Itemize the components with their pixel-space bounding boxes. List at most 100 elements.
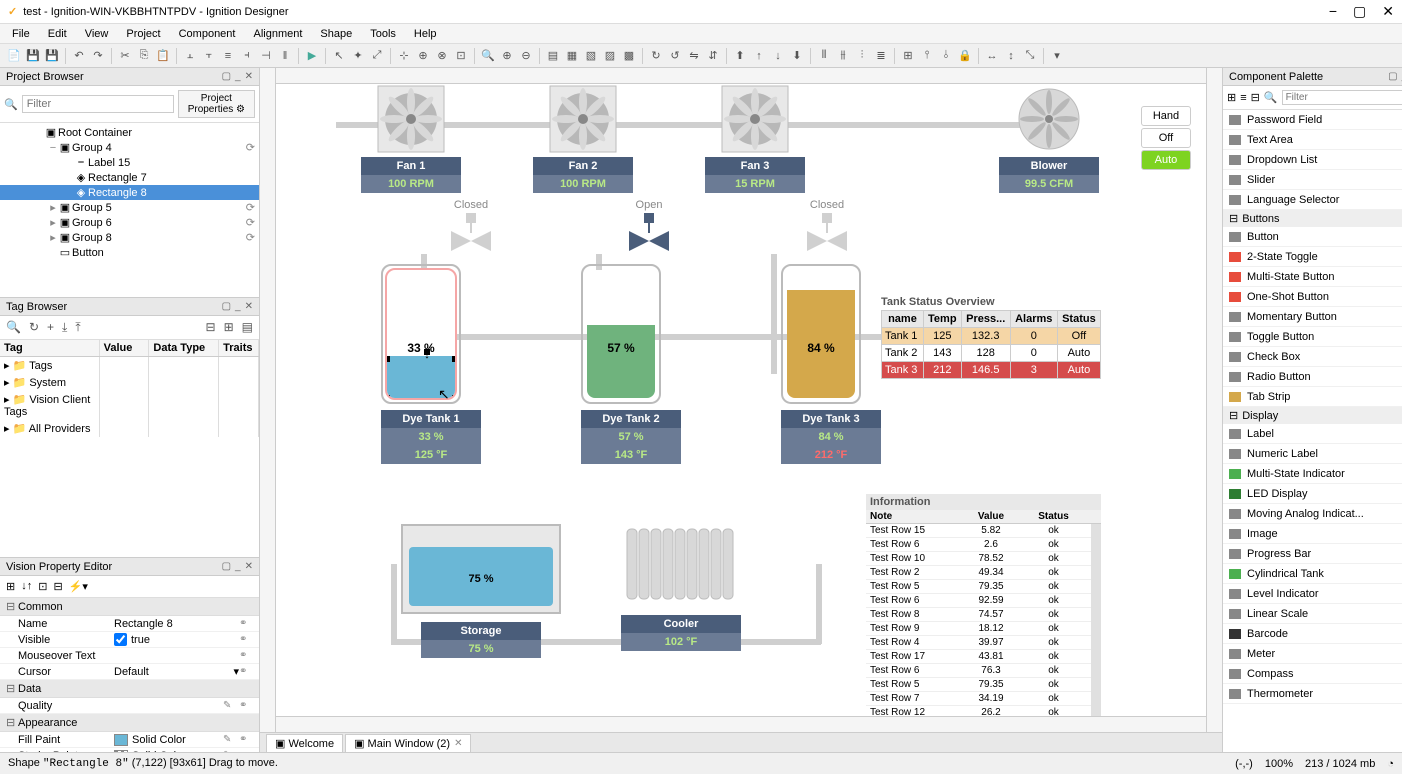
size-icon[interactable]: ↔ (984, 48, 1000, 64)
tree-row[interactable]: ▸ ▣ Group 5 ⟳ (0, 200, 259, 215)
close-panel-icon[interactable]: ✕ (245, 301, 253, 312)
palette-item[interactable]: Slider (1223, 170, 1402, 190)
rotate-icon[interactable]: ↺ (667, 48, 683, 64)
tool-icon[interactable]: ⊗ (434, 48, 450, 64)
tool-icon[interactable]: ↖ (331, 48, 347, 64)
palette-item[interactable]: Password Field (1223, 110, 1402, 130)
size-icon[interactable]: ⤡ (1022, 48, 1038, 64)
align-icon[interactable]: ⫠ (182, 48, 198, 64)
palette-filter-input[interactable] (1282, 90, 1402, 105)
order-icon[interactable]: ↑ (751, 48, 767, 64)
palette-item[interactable]: Language Selector (1223, 190, 1402, 210)
palette-item[interactable]: Dropdown List (1223, 150, 1402, 170)
project-properties-button[interactable]: Project Properties ⚙ (178, 90, 255, 118)
bind-icon[interactable]: ⚭ (239, 734, 255, 745)
bind-icon[interactable]: ⚭ (239, 666, 255, 677)
align-icon[interactable]: ‖ (277, 48, 293, 64)
close-tab-icon[interactable]: ✕ (454, 738, 462, 749)
dist-icon[interactable]: ⫴ (816, 48, 832, 64)
maximize-panel-icon[interactable]: ▢ (1388, 71, 1397, 82)
maximize-panel-icon[interactable]: ▢ (222, 561, 231, 572)
cut-icon[interactable]: ✂ (117, 48, 133, 64)
bind-icon[interactable]: ⚭ (239, 750, 255, 752)
prop-row[interactable]: Cursor Default ▾ ⚭ (0, 664, 259, 680)
copy-icon[interactable]: ⎘ (136, 48, 152, 64)
order-icon[interactable]: ⬇ (789, 48, 805, 64)
new-icon[interactable]: 📄 (6, 48, 22, 64)
tree-row[interactable]: − ▣ Group 4 ⟳ (0, 140, 259, 155)
collapse-icon[interactable]: ⊟ (206, 320, 216, 335)
palette-item[interactable]: Thermometer (1223, 684, 1402, 704)
prop-section[interactable]: ⊟Appearance (0, 714, 259, 732)
prop-section[interactable]: ⊟Data (0, 680, 259, 698)
export-icon[interactable]: ⤓ (62, 320, 67, 335)
tank[interactable]: 57 % Dye Tank 2 57 % 143 °F (581, 264, 681, 464)
tank[interactable]: 84 % Dye Tank 3 84 % 212 °F (781, 264, 881, 464)
tool-icon[interactable]: ⊕ (415, 48, 431, 64)
mode-button[interactable]: Hand (1141, 106, 1191, 126)
tag-row[interactable]: ▸ 📁 All Providers (0, 420, 259, 437)
palette-item[interactable]: Linear Scale (1223, 604, 1402, 624)
palette-item[interactable]: Barcode (1223, 624, 1402, 644)
bind-icon[interactable]: ⚭ (239, 650, 255, 661)
tree-row[interactable]: ◈ Rectangle 8 (0, 185, 259, 200)
fan[interactable]: Fan 315 RPM (705, 84, 805, 193)
play-icon[interactable]: ▶ (304, 48, 320, 64)
valve[interactable]: Closed (446, 199, 496, 254)
palette-item[interactable]: Meter (1223, 644, 1402, 664)
prop-tool-icon[interactable]: ⊟ (53, 580, 62, 593)
palette-item[interactable]: Cylindrical Tank (1223, 564, 1402, 584)
palette-item[interactable]: 2-State Toggle (1223, 247, 1402, 267)
flip-icon[interactable]: ⇵ (705, 48, 721, 64)
zoom-icon[interactable]: 🔍 (480, 48, 496, 64)
palette-item[interactable]: Multi-State Indicator (1223, 464, 1402, 484)
palette-section[interactable]: ⊟Buttons (1223, 210, 1402, 227)
cooler[interactable]: Cooler 102 °F (621, 524, 741, 658)
menu-item[interactable]: Tools (370, 28, 396, 40)
menu-item[interactable]: Component (179, 28, 236, 40)
rotate-icon[interactable]: ↻ (648, 48, 664, 64)
palette-item[interactable]: Button (1223, 227, 1402, 247)
palette-item[interactable]: Radio Button (1223, 367, 1402, 387)
maximize-panel-icon[interactable]: ▢ (222, 301, 231, 312)
view-list-icon[interactable]: ≡ (1240, 92, 1246, 104)
layer-icon[interactable]: ▤ (545, 48, 561, 64)
saveall-icon[interactable]: 💾 (44, 48, 60, 64)
import-icon[interactable]: ⤒ (75, 320, 80, 335)
editor-tab[interactable]: ▣ Welcome (266, 734, 343, 752)
edit-icon[interactable]: ✎ (223, 700, 239, 711)
layer-icon[interactable]: ▩ (621, 48, 637, 64)
tree-row[interactable]: ▸ ▣ Group 6 ⟳ (0, 215, 259, 230)
dist-icon[interactable]: ⫵ (835, 48, 851, 64)
bind-icon[interactable]: ⚭ (239, 618, 255, 629)
palette-item[interactable]: Tab Strip (1223, 387, 1402, 407)
scrollbar-vertical[interactable] (1206, 68, 1222, 732)
menu-item[interactable]: Edit (48, 28, 67, 40)
minimize-button[interactable]: − (1329, 3, 1337, 20)
palette-item[interactable]: Momentary Button (1223, 307, 1402, 327)
snap-icon[interactable]: 🔒 (957, 48, 973, 64)
menu-item[interactable]: Help (414, 28, 437, 40)
tool-icon[interactable]: ⤢ (369, 48, 385, 64)
maximize-panel-icon[interactable]: ▢ (222, 71, 231, 82)
tool-icon[interactable]: ⊹ (396, 48, 412, 64)
palette-item[interactable]: Moving Analog Indicat... (1223, 504, 1402, 524)
information-table[interactable]: Information NoteValueStatus Test Row 155… (866, 494, 1101, 716)
valve[interactable]: Open (624, 199, 674, 254)
edit-icon[interactable]: ✎ (223, 750, 239, 752)
bind-icon[interactable]: ⚭ (239, 634, 255, 645)
prop-tool-icon[interactable]: ⊞ (6, 580, 15, 593)
order-icon[interactable]: ⬆ (732, 48, 748, 64)
menu-item[interactable]: File (12, 28, 30, 40)
menu-item[interactable]: View (85, 28, 109, 40)
menu-item[interactable]: Alignment (253, 28, 302, 40)
prop-row[interactable]: Stroke Paint Solid Color ✎ ⚭ (0, 748, 259, 752)
prop-tool-icon[interactable]: ⊡ (38, 580, 47, 593)
maximize-button[interactable]: ▢ (1353, 3, 1366, 20)
snap-icon[interactable]: ⊞ (900, 48, 916, 64)
zoomin-icon[interactable]: ⊕ (499, 48, 515, 64)
misc-icon[interactable]: ▾ (1049, 48, 1065, 64)
tank[interactable]: ↕ ↕ 33 % Dye Tank 1 33 % 125 °F (381, 264, 481, 464)
palette-section[interactable]: ⊟Display (1223, 407, 1402, 424)
prop-tool-icon[interactable]: ↓↑ (21, 580, 32, 593)
